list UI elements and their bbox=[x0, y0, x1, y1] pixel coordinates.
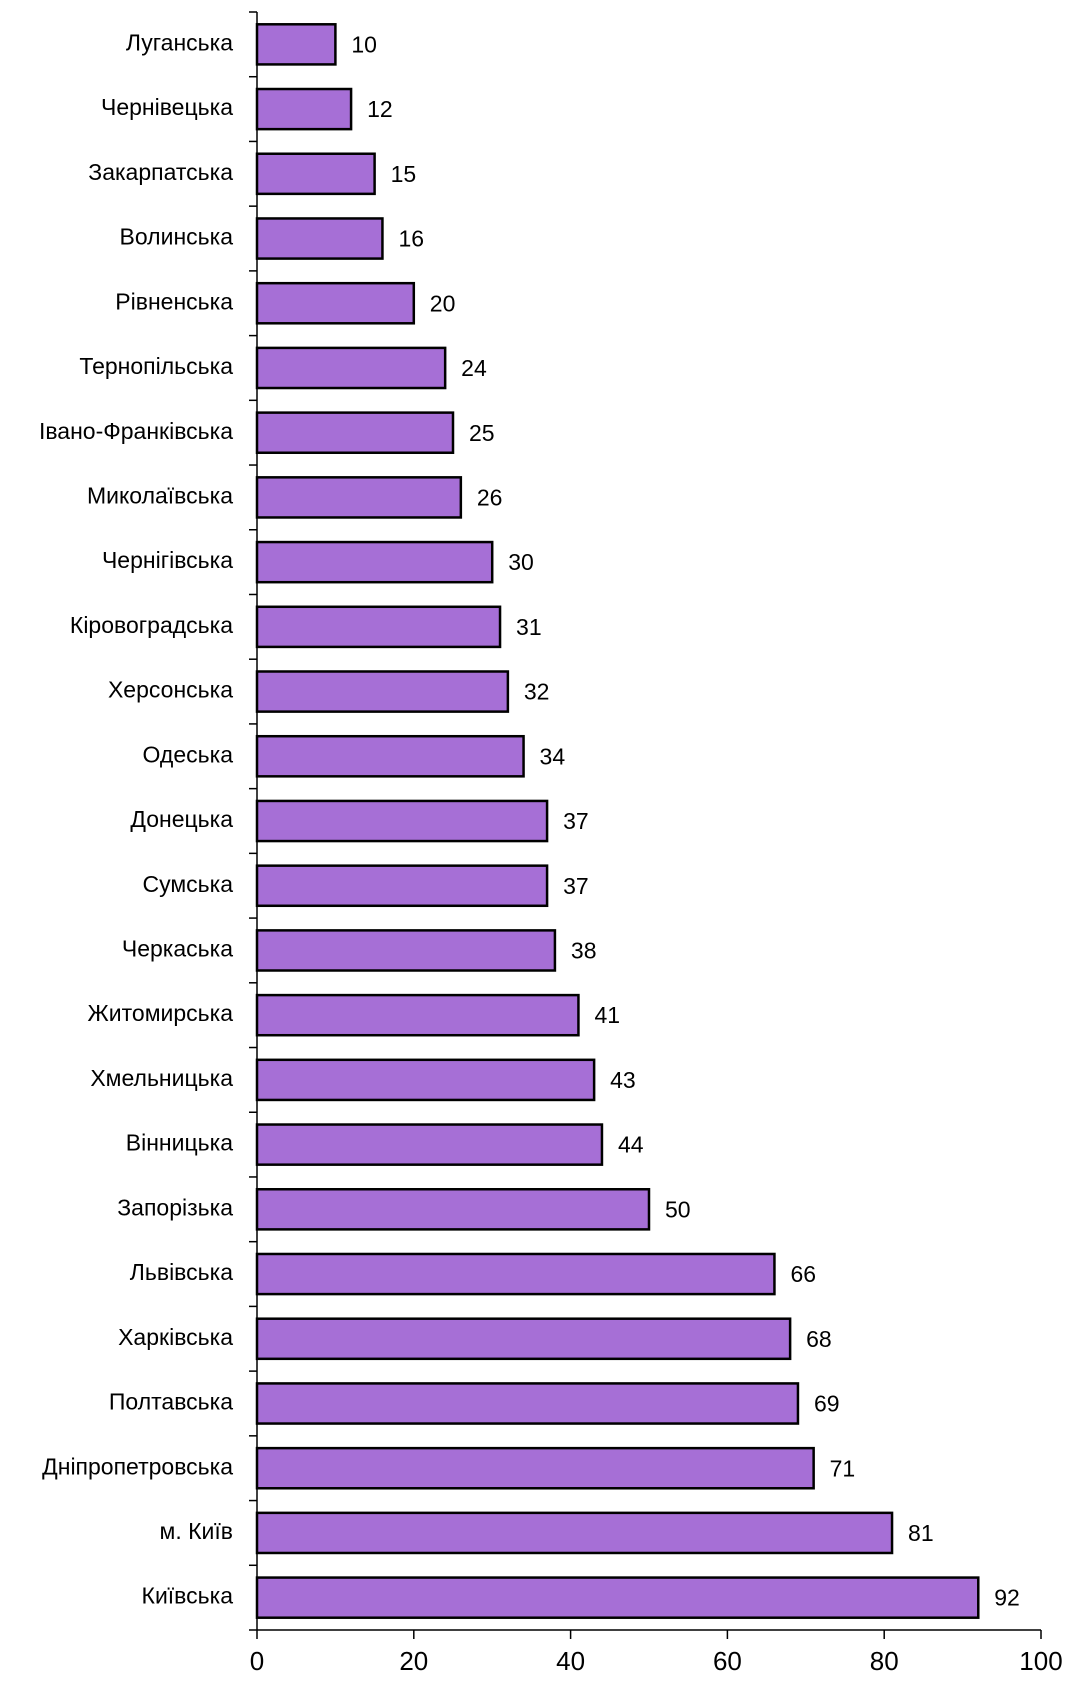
category-label: Житомирська bbox=[88, 1000, 234, 1026]
category-label: Волинська bbox=[120, 224, 234, 250]
value-label: 26 bbox=[477, 484, 503, 510]
bar bbox=[255, 476, 463, 519]
category-label: Донецька bbox=[130, 806, 233, 832]
value-label: 20 bbox=[430, 290, 456, 316]
x-tick-label: 80 bbox=[870, 1646, 899, 1676]
value-label: 37 bbox=[563, 808, 589, 834]
x-tick-label: 60 bbox=[713, 1646, 742, 1676]
value-label: 68 bbox=[806, 1326, 832, 1352]
bar bbox=[255, 929, 557, 972]
value-label: 15 bbox=[391, 161, 417, 187]
category-label: Миколаївська bbox=[87, 482, 233, 508]
value-label: 32 bbox=[524, 679, 550, 705]
bar bbox=[255, 864, 549, 908]
bar bbox=[255, 605, 502, 649]
bar bbox=[255, 670, 510, 713]
value-label: 10 bbox=[351, 31, 377, 57]
category-label: Закарпатська bbox=[88, 159, 233, 185]
category-label: Чернівецька bbox=[101, 94, 233, 120]
category-label: Сумська bbox=[142, 871, 233, 897]
category-label: Тернопільська bbox=[79, 353, 233, 379]
value-labels-group: 10 12 15 16 20 24 25 26 30 31 32 34 37 37 38 41 43 44 50 66… bbox=[351, 31, 1019, 1610]
value-label: 50 bbox=[665, 1196, 691, 1222]
bar bbox=[255, 1252, 776, 1296]
category-label: Луганська bbox=[126, 29, 233, 55]
bar bbox=[255, 281, 416, 325]
category-label: Черкаська bbox=[122, 936, 233, 962]
category-label: Полтавська bbox=[109, 1389, 233, 1415]
bar bbox=[255, 734, 525, 778]
category-label: Рівненська bbox=[115, 288, 233, 314]
category-label: Львівська bbox=[130, 1259, 233, 1285]
value-label: 38 bbox=[571, 938, 597, 964]
value-label: 16 bbox=[398, 226, 424, 252]
value-label: 66 bbox=[790, 1261, 816, 1287]
bar bbox=[255, 1511, 894, 1555]
category-label: м. Київ bbox=[160, 1518, 233, 1544]
bar bbox=[255, 1058, 596, 1102]
category-label: Запорізька bbox=[117, 1194, 233, 1220]
category-label: Одеська bbox=[143, 741, 234, 767]
bar bbox=[255, 23, 337, 66]
value-label: 43 bbox=[610, 1067, 636, 1093]
category-label: Київська bbox=[142, 1583, 234, 1609]
bar bbox=[255, 993, 580, 1037]
bar bbox=[255, 87, 353, 131]
value-label: 25 bbox=[469, 420, 495, 446]
bar bbox=[255, 411, 455, 454]
value-label: 71 bbox=[830, 1455, 856, 1481]
value-label: 41 bbox=[594, 1002, 620, 1028]
category-label: Херсонська bbox=[108, 677, 233, 703]
bar bbox=[255, 1576, 980, 1619]
category-label: Чернігівська bbox=[102, 547, 233, 573]
axes-group: 0 20 40 60 80 100 bbox=[249, 11, 1063, 1676]
bar bbox=[255, 217, 384, 260]
value-label: 92 bbox=[994, 1585, 1020, 1611]
value-label: 30 bbox=[508, 549, 534, 575]
value-label: 69 bbox=[814, 1391, 840, 1417]
x-tick-label: 20 bbox=[399, 1646, 428, 1676]
bar bbox=[255, 1123, 604, 1166]
bar bbox=[255, 1188, 651, 1231]
category-label: Івано-Франківська bbox=[39, 418, 233, 444]
value-label: 24 bbox=[461, 355, 487, 381]
bar bbox=[255, 346, 447, 390]
category-label: Кіровоградська bbox=[70, 612, 233, 638]
category-labels-group: Луганська Чернівецька Закарпатська Волинськ… bbox=[39, 29, 233, 1608]
bars-group bbox=[255, 23, 980, 1619]
value-label: 12 bbox=[367, 96, 393, 122]
bar bbox=[255, 540, 494, 584]
category-label: Хмельницька bbox=[90, 1065, 233, 1091]
bar bbox=[255, 152, 376, 196]
value-label: 37 bbox=[563, 873, 589, 899]
value-label: 31 bbox=[516, 614, 542, 640]
value-label: 44 bbox=[618, 1132, 644, 1158]
bar bbox=[255, 799, 549, 843]
category-label: Вінницька bbox=[126, 1130, 233, 1156]
x-tick-label: 40 bbox=[556, 1646, 585, 1676]
bar bbox=[255, 1382, 800, 1425]
category-label: Харківська bbox=[118, 1324, 233, 1350]
x-tick-label: 0 bbox=[250, 1646, 264, 1676]
bar bbox=[255, 1446, 815, 1490]
x-tick-label: 100 bbox=[1019, 1646, 1062, 1676]
bar bbox=[255, 1317, 792, 1361]
category-label: Дніпропетровська bbox=[42, 1453, 233, 1479]
value-label: 34 bbox=[540, 743, 566, 769]
value-label: 81 bbox=[908, 1520, 934, 1546]
